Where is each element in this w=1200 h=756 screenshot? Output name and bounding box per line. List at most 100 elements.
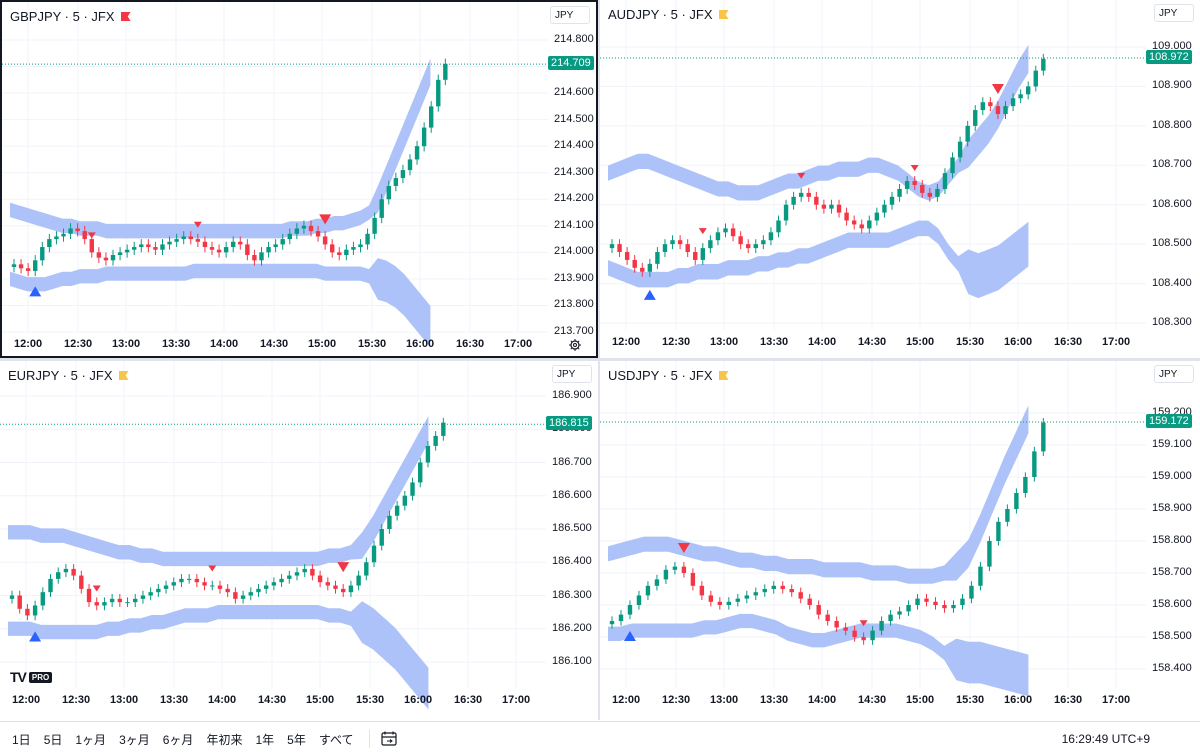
price-axis-label: 214.400 bbox=[554, 139, 594, 152]
time-axis-label: 16:00 bbox=[1004, 694, 1033, 706]
candle-body bbox=[210, 585, 215, 587]
time-axis-label: 14:30 bbox=[260, 338, 289, 350]
time-axis-label: 15:30 bbox=[956, 336, 985, 348]
chart-pane-audjpy[interactable]: AUDJPY · 5 · JFX JPY 109.000 108.900 108.8… bbox=[600, 0, 1200, 358]
flag-icon[interactable] bbox=[120, 12, 131, 21]
period-6m[interactable]: 6ヶ月 bbox=[162, 732, 194, 747]
time-axis-label: 12:30 bbox=[662, 336, 691, 348]
upper-band bbox=[608, 405, 1029, 584]
period-5d[interactable]: 5日 bbox=[43, 732, 63, 747]
goto-date-icon[interactable] bbox=[380, 730, 398, 748]
price-axis-label: 186.100 bbox=[552, 655, 592, 667]
chart-plot-usdjpy[interactable] bbox=[600, 361, 1200, 721]
chart-pane-gbpjpy[interactable]: GBPJPY · 5 · JFX JPY 214.800214.700214.6… bbox=[0, 0, 598, 358]
symbol-title[interactable]: AUDJPY · 5 · JFX bbox=[608, 7, 729, 22]
flag-icon[interactable] bbox=[718, 371, 729, 380]
period-1y[interactable]: 1年 bbox=[255, 732, 275, 747]
time-axis-label: 13:30 bbox=[160, 694, 189, 706]
candle-body bbox=[94, 602, 99, 606]
candle-body bbox=[761, 240, 766, 245]
small-sell-marker bbox=[910, 165, 919, 171]
price-axis-label: 158.900 bbox=[1152, 502, 1192, 514]
flag-icon[interactable] bbox=[118, 371, 129, 380]
clock-timezone[interactable]: 16:29:49 UTC+9 bbox=[1061, 732, 1150, 746]
candle-body bbox=[133, 598, 138, 603]
last-price-tag: 108.972 bbox=[1146, 50, 1192, 65]
sell-signal-marker bbox=[337, 562, 350, 573]
candle-body bbox=[843, 627, 848, 631]
currency-selector[interactable]: JPY bbox=[552, 365, 592, 383]
symbol-title[interactable]: EURJPY · 5 · JFX bbox=[8, 368, 129, 383]
tradingview-logo[interactable]: TV PRO bbox=[10, 669, 53, 685]
symbol-title[interactable]: GBPJPY · 5 · JFX bbox=[10, 9, 131, 24]
candle-body bbox=[48, 578, 53, 593]
pane-divider-horizontal[interactable] bbox=[0, 358, 1200, 361]
candle-body bbox=[663, 569, 669, 580]
candle-body bbox=[436, 79, 441, 107]
currency-selector[interactable]: JPY bbox=[550, 6, 590, 24]
candle-body bbox=[188, 236, 193, 240]
period-1m[interactable]: 1ヶ月 bbox=[75, 732, 107, 747]
candle-body bbox=[402, 495, 408, 506]
candle-body bbox=[762, 589, 767, 593]
lower-band bbox=[608, 613, 1029, 697]
period-3m[interactable]: 3ヶ月 bbox=[119, 732, 150, 747]
time-axis-label: 12:00 bbox=[12, 694, 41, 706]
candle-body bbox=[418, 462, 423, 483]
candle-body bbox=[179, 578, 184, 583]
candle-body bbox=[791, 196, 796, 205]
price-axis-label: 158.500 bbox=[1152, 630, 1192, 642]
small-sell-marker bbox=[859, 620, 868, 627]
candle-body bbox=[1003, 106, 1008, 115]
candle-body bbox=[364, 562, 369, 576]
candle-body bbox=[726, 601, 732, 605]
chart-plot-eurjpy[interactable] bbox=[0, 361, 598, 721]
candle-body bbox=[117, 252, 123, 256]
candle-body bbox=[124, 249, 130, 253]
candle-body bbox=[889, 196, 895, 205]
candle-body bbox=[690, 573, 696, 586]
candle-body bbox=[337, 252, 342, 256]
candle-body bbox=[670, 240, 675, 245]
candle-body bbox=[139, 244, 144, 248]
candle-body bbox=[662, 244, 668, 253]
candle-body bbox=[322, 236, 328, 245]
candle-body bbox=[973, 110, 978, 126]
period-all[interactable]: すべて bbox=[318, 732, 354, 747]
candle-body bbox=[71, 568, 76, 576]
period-1d[interactable]: 1日 bbox=[12, 732, 31, 747]
candle-body bbox=[942, 173, 948, 189]
price-axis-label: 186.600 bbox=[552, 488, 592, 501]
candle-body bbox=[240, 595, 246, 599]
time-axis-label: 16:30 bbox=[1054, 694, 1083, 706]
symbol-title[interactable]: USDJPY · 5 · JFX bbox=[608, 368, 729, 383]
period-ytd[interactable]: 年初来 bbox=[206, 732, 243, 747]
chart-plot-audjpy[interactable] bbox=[600, 0, 1200, 358]
buy-signal-marker bbox=[29, 286, 42, 297]
candle-body bbox=[699, 585, 705, 596]
currency-selector[interactable]: JPY bbox=[1154, 365, 1194, 383]
candle-body bbox=[233, 592, 238, 599]
settings-gear-icon[interactable] bbox=[568, 338, 582, 352]
candle-body bbox=[195, 239, 201, 242]
chart-pane-usdjpy[interactable]: USDJPY · 5 · JFX JPY 159.200 159.100 159.0… bbox=[600, 361, 1200, 721]
price-axis-label: 214.800 bbox=[554, 33, 594, 45]
price-axis-label: 213.900 bbox=[554, 271, 594, 284]
candle-body bbox=[1023, 477, 1028, 493]
tv-logo-mark: TV bbox=[10, 669, 27, 685]
chart-plot-gbpjpy[interactable] bbox=[2, 2, 596, 356]
candle-body bbox=[951, 605, 956, 609]
time-axis-label: 16:30 bbox=[454, 694, 483, 706]
candle-body bbox=[738, 236, 743, 245]
time-axis-label: 13:00 bbox=[710, 694, 739, 706]
candle-body bbox=[935, 188, 940, 197]
currency-selector[interactable]: JPY bbox=[1154, 4, 1194, 22]
candle-body bbox=[280, 239, 285, 245]
candle-body bbox=[685, 244, 690, 253]
candle-body bbox=[351, 247, 356, 250]
candle-body bbox=[223, 247, 229, 253]
flag-icon[interactable] bbox=[718, 10, 729, 19]
candle-body bbox=[897, 611, 902, 615]
period-5y[interactable]: 5年 bbox=[287, 732, 306, 747]
